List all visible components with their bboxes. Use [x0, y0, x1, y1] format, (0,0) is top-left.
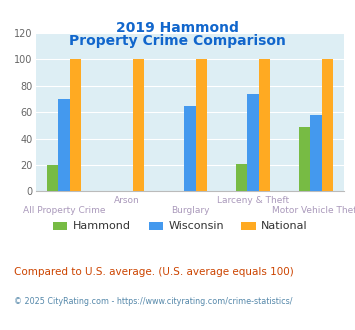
Bar — [310, 115, 322, 191]
Text: Wisconsin: Wisconsin — [169, 221, 224, 231]
Bar — [132, 59, 144, 191]
Bar — [322, 59, 333, 191]
Bar — [47, 165, 58, 191]
Text: National: National — [261, 221, 307, 231]
Bar — [184, 106, 196, 191]
Text: Burglary: Burglary — [171, 206, 209, 215]
Text: All Property Crime: All Property Crime — [23, 206, 105, 215]
Bar — [70, 59, 81, 191]
Text: Hammond: Hammond — [73, 221, 131, 231]
Text: © 2025 CityRating.com - https://www.cityrating.com/crime-statistics/: © 2025 CityRating.com - https://www.city… — [14, 297, 293, 306]
Bar — [236, 164, 247, 191]
Bar — [196, 59, 207, 191]
Text: Compared to U.S. average. (U.S. average equals 100): Compared to U.S. average. (U.S. average … — [14, 267, 294, 277]
Text: Larceny & Theft: Larceny & Theft — [217, 196, 289, 205]
Bar — [259, 59, 270, 191]
Text: Motor Vehicle Theft: Motor Vehicle Theft — [272, 206, 355, 215]
Bar — [247, 94, 259, 191]
Text: 2019 Hammond: 2019 Hammond — [116, 21, 239, 35]
Bar — [58, 99, 70, 191]
Bar — [299, 127, 310, 191]
Text: Arson: Arson — [114, 196, 140, 205]
Text: Property Crime Comparison: Property Crime Comparison — [69, 34, 286, 48]
